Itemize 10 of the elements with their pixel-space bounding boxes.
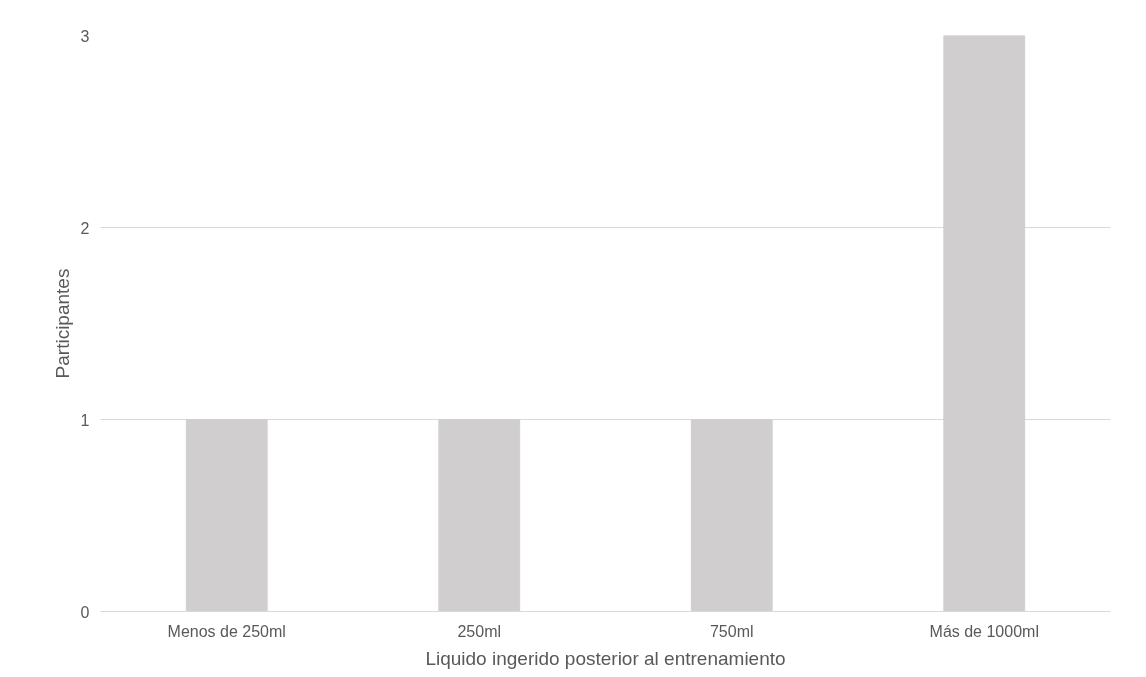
y-tick-label: 0	[80, 603, 90, 621]
x-tick-label: Más de 1000ml	[929, 622, 1039, 640]
y-tick-label: 3	[80, 27, 90, 45]
x-tick-label: 250ml	[457, 622, 502, 640]
x-tick-label: Menos de 250ml	[167, 622, 286, 640]
y-axis-title: Participantes	[51, 268, 73, 379]
x-tick-label: 750ml	[709, 622, 754, 640]
y-tick-label: 1	[80, 411, 90, 429]
x-axis-title: Liquido ingerido posterior al entrenamiento	[425, 647, 786, 669]
y-tick-label: 2	[80, 219, 90, 237]
